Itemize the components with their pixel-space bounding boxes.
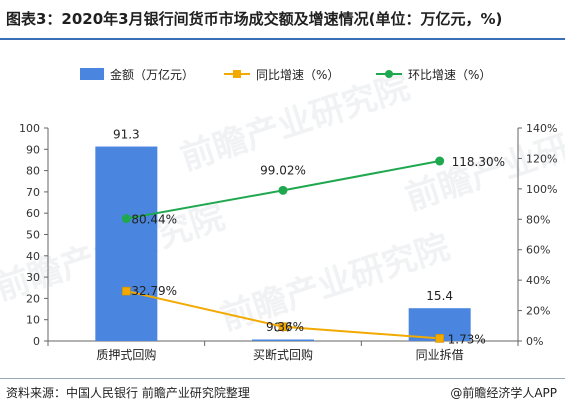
series-point <box>278 185 288 195</box>
y-right-tick-label: 40% <box>526 274 550 287</box>
y-left-tick-label: 50 <box>26 229 40 242</box>
legend-label: 环比增速（%） <box>408 68 491 82</box>
legend-swatch-bar <box>80 68 104 80</box>
y-left-tick-label: 70 <box>26 186 40 199</box>
y-left-tick-label: 80 <box>26 165 40 178</box>
bar <box>252 339 314 341</box>
bar-data-label: 15.4 <box>426 289 453 303</box>
brand-note: @前瞻经济学人APP <box>450 386 557 400</box>
y-left-tick-label: 40 <box>26 250 40 263</box>
source-note: 资料来源：中国人民银行 前瞻产业研究院整理 <box>6 386 250 400</box>
y-left-tick-label: 0 <box>33 335 40 348</box>
line-data-label: 118.30% <box>452 155 505 169</box>
series-point <box>121 214 131 224</box>
line-data-label: 80.44% <box>131 213 177 227</box>
bar-data-label: 91.3 <box>113 128 140 142</box>
title-underline <box>0 38 565 40</box>
y-left-tick-label: 60 <box>26 207 40 220</box>
y-left-tick-label: 10 <box>26 314 40 327</box>
y-left-tick-label: 30 <box>26 271 40 284</box>
series-point <box>435 334 444 343</box>
x-tick-label: 质押式回购 <box>96 347 156 362</box>
line-data-label: 9.36% <box>266 320 304 334</box>
legend-label: 同比增速（%） <box>256 68 339 82</box>
y-right-tick-label: 140% <box>526 122 557 135</box>
chart-title: 图表3：2020年3月银行间货币市场成交额及增速情况(单位：万亿元，%) <box>6 10 503 28</box>
y-left-tick-label: 20 <box>26 292 40 305</box>
y-left-tick-label: 100 <box>19 122 40 135</box>
line-data-label: 99.02% <box>260 163 306 177</box>
series-point <box>435 156 445 166</box>
series-point <box>278 322 288 332</box>
legend-label: 金额（万亿元） <box>110 67 194 82</box>
y-left-tick-label: 90 <box>26 143 40 156</box>
footer-divider <box>0 378 565 379</box>
legend-marker-yoy <box>233 70 241 78</box>
y-right-tick-label: 80% <box>526 213 550 226</box>
line-data-label: 1.73% <box>448 332 486 346</box>
y-right-tick-label: 20% <box>526 305 550 318</box>
line-data-label: 32.79% <box>131 284 177 298</box>
y-right-tick-label: 60% <box>526 244 550 257</box>
y-right-tick-label: 100% <box>526 183 557 196</box>
series-point <box>122 286 131 296</box>
x-tick-label: 买断式回购 <box>253 347 313 362</box>
y-right-tick-label: 0% <box>526 335 543 348</box>
x-tick-label: 同业拆借 <box>416 347 464 362</box>
legend-marker-mom <box>385 70 393 78</box>
y-right-tick-label: 120% <box>526 152 557 165</box>
bar <box>95 146 158 341</box>
